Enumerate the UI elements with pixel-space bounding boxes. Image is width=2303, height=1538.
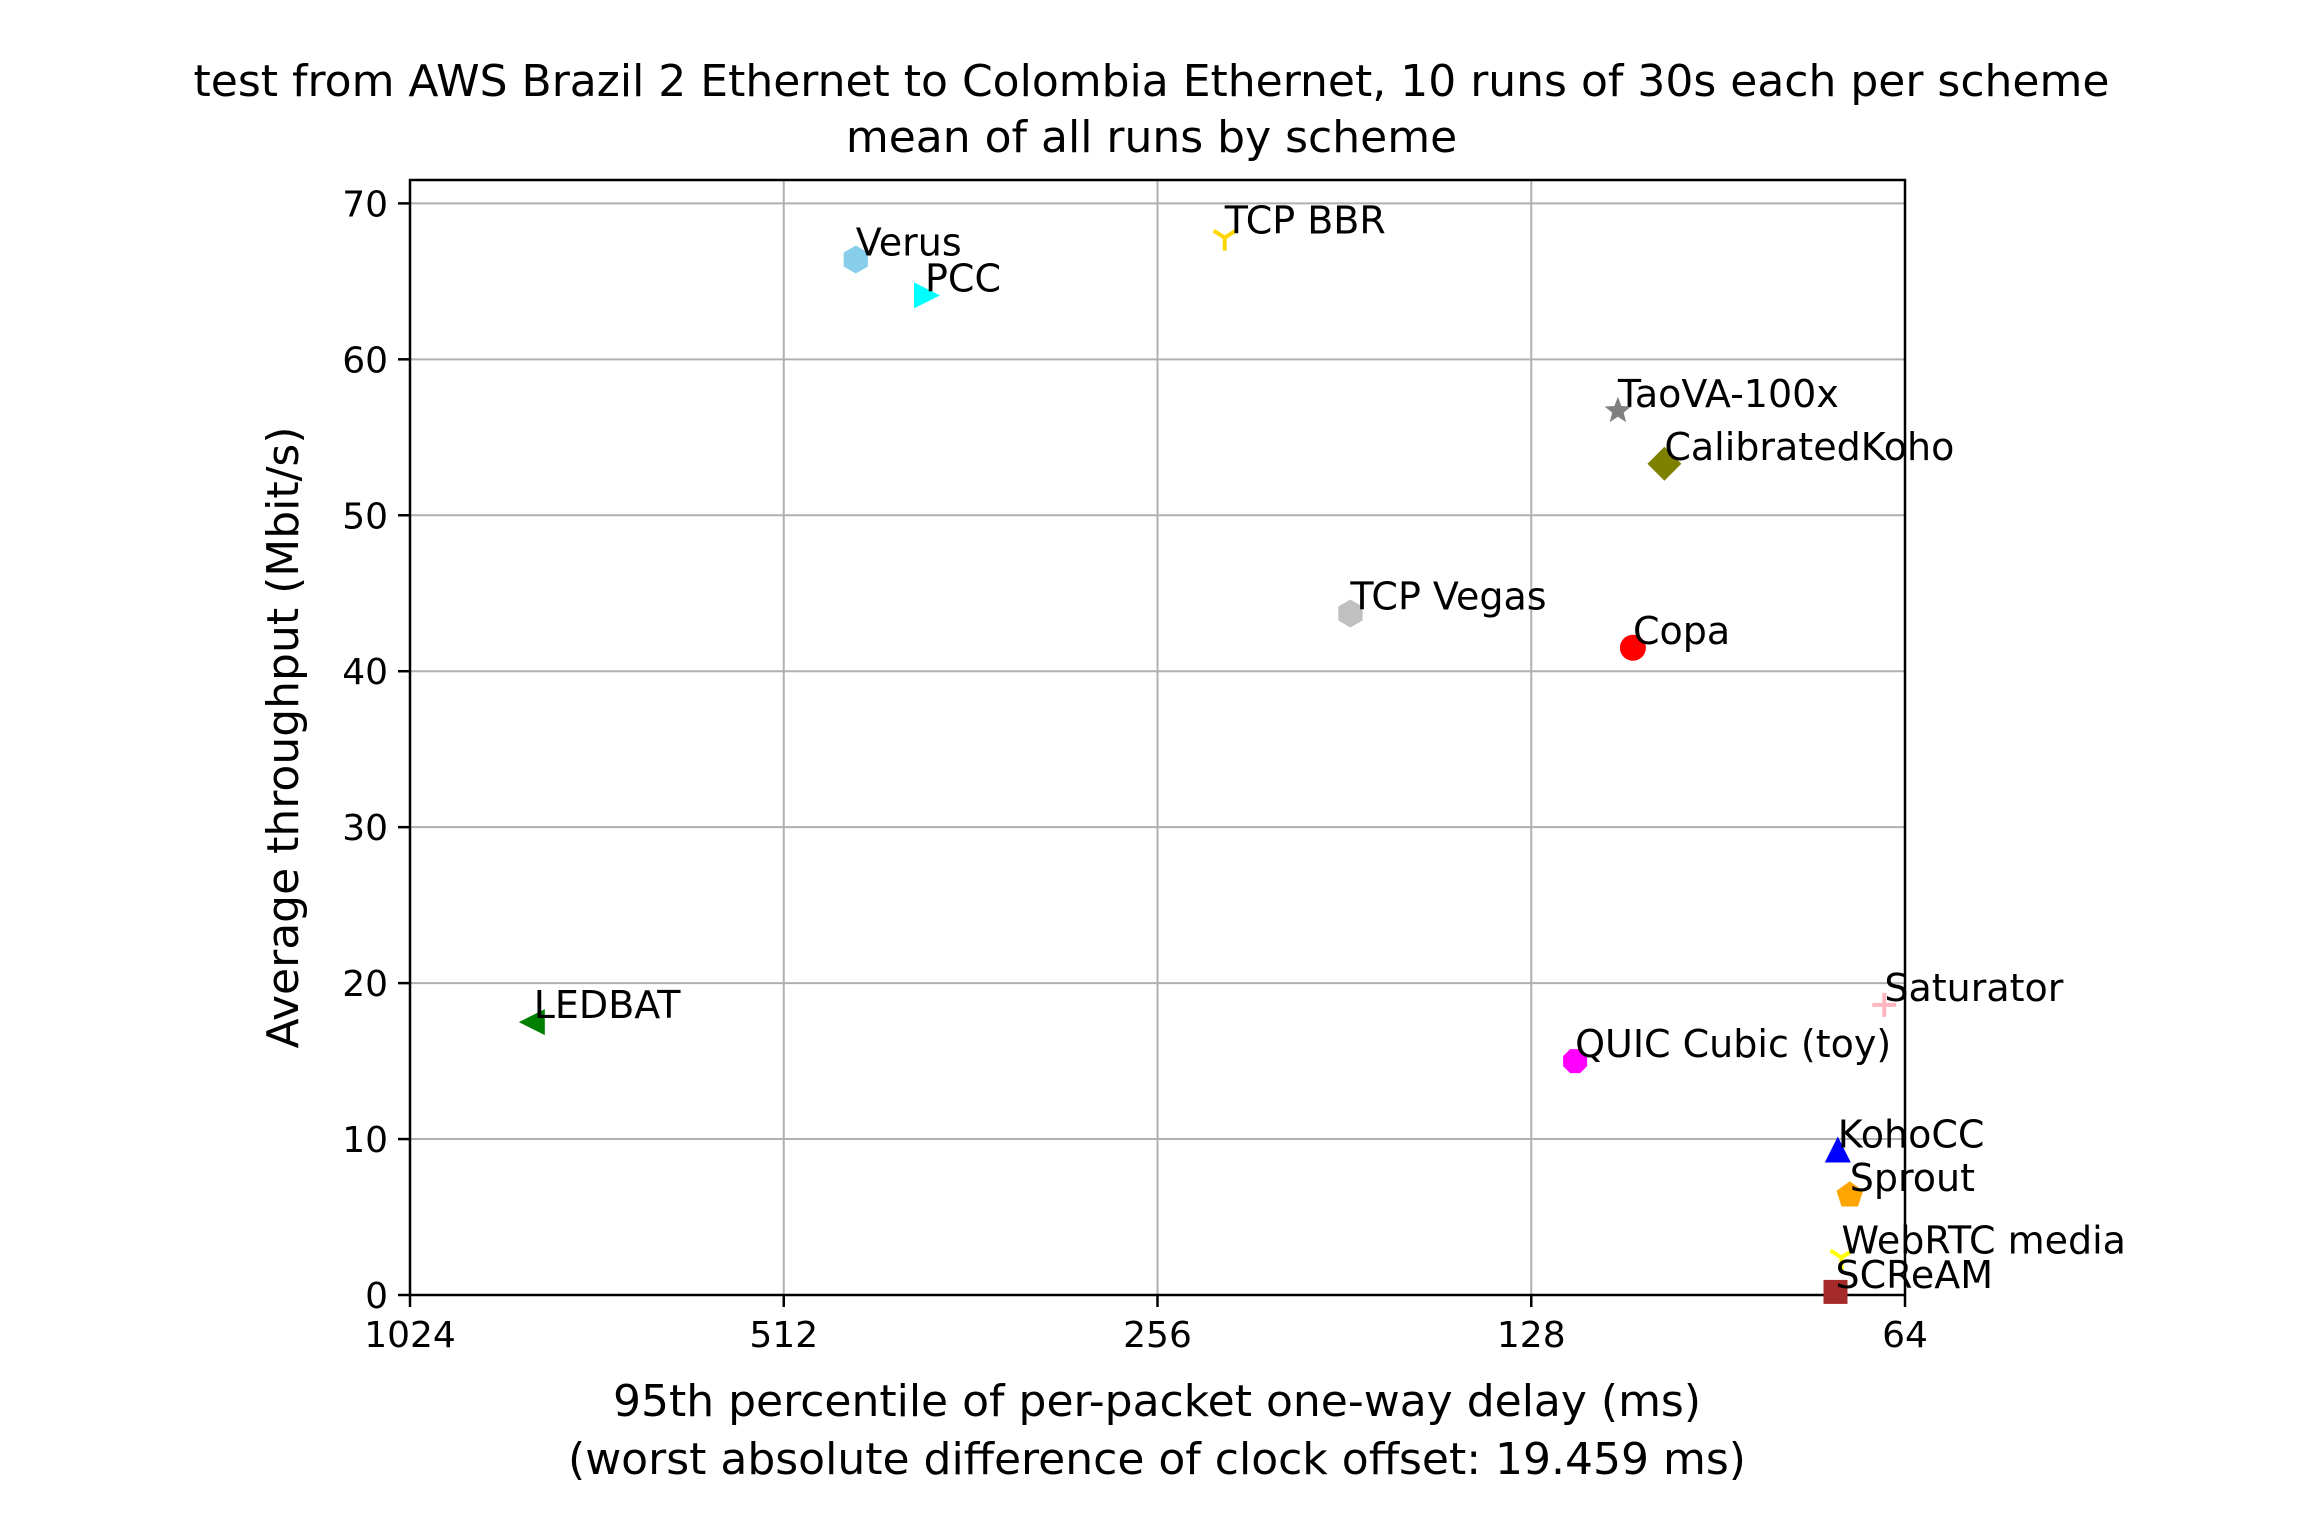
marker-shape (1823, 1279, 1848, 1304)
point-label: CalibratedKoho (1664, 425, 1954, 469)
data-point (1563, 1049, 1588, 1074)
data-point (1338, 599, 1363, 628)
point-label: Verus (856, 221, 962, 265)
y-tick-label: 30 (342, 808, 388, 849)
x-tick-label: 128 (1497, 1315, 1566, 1356)
point-label: QUIC Cubic (toy) (1575, 1022, 1891, 1066)
point-label: PCC (925, 256, 1001, 300)
marker-shape (1563, 1049, 1588, 1074)
marker-shape (1338, 599, 1363, 628)
data-point (1836, 1181, 1864, 1207)
data-point (1619, 634, 1646, 661)
x-axis-sublabel: (worst absolute difference of clock offs… (568, 1434, 1746, 1485)
marker-shape (914, 282, 940, 309)
point-label: TCP BBR (1224, 199, 1386, 243)
data-point (518, 1009, 545, 1036)
point-label: TCP Vegas (1349, 575, 1546, 619)
y-tick-label: 70 (342, 184, 388, 225)
chart-subtitle: mean of all runs by scheme (846, 112, 1457, 163)
x-tick-label: 1024 (364, 1315, 456, 1356)
marker-shape (518, 1009, 545, 1036)
marker-shape (843, 245, 868, 274)
chart-title: test from AWS Brazil 2 Ethernet to Colom… (194, 56, 2110, 107)
data-point (1829, 1248, 1854, 1271)
y-tick-label: 20 (342, 964, 388, 1005)
data-point (1604, 396, 1632, 423)
marker-shape (1619, 634, 1646, 661)
point-label: TaoVA-100x (1617, 372, 1839, 416)
data-point (914, 282, 940, 309)
plot-frame (408, 178, 1907, 1297)
marker-shape (1212, 229, 1226, 240)
x-tick-label: 512 (749, 1315, 818, 1356)
data-point (1823, 1279, 1848, 1304)
grid-lines (409, 180, 1906, 1296)
y-tick-label: 0 (365, 1276, 388, 1317)
x-tick-label: 64 (1882, 1315, 1928, 1356)
point-label: SCReAM (1836, 1253, 1994, 1297)
marker-shape (1647, 446, 1682, 481)
data-point (1824, 1136, 1851, 1163)
marker-shape (1829, 1248, 1843, 1260)
x-axis-label: 95th percentile of per-packet one-way de… (613, 1376, 1701, 1427)
marker-shape (1824, 1136, 1851, 1163)
point-label: WebRTC media (1841, 1219, 2125, 1263)
y-tick-label: 40 (342, 652, 388, 693)
point-label: Sprout (1850, 1156, 1975, 1200)
data-point (1872, 992, 1897, 1017)
point-label: Copa (1633, 609, 1730, 653)
data-point (843, 245, 868, 274)
point-label: Saturator (1884, 966, 2063, 1010)
axis-ticks: 1024 512 256 128 64 0 10 20 30 40 50 60 70 (342, 184, 1928, 1356)
marker-shape (1836, 1181, 1864, 1207)
y-axis-label: Average throughput (Mbit/s) (258, 426, 309, 1048)
marker-shape (1223, 229, 1237, 240)
data-point (1647, 446, 1682, 481)
marker-shape (1840, 1248, 1854, 1260)
point-label: KohoCC (1838, 1113, 1985, 1157)
y-tick-label: 60 (342, 340, 388, 381)
y-tick-label: 10 (342, 1120, 388, 1161)
y-tick-label: 50 (342, 496, 388, 537)
marker-shape (1604, 396, 1632, 423)
data-point (1212, 229, 1237, 251)
x-tick-label: 256 (1123, 1315, 1192, 1356)
point-label: LEDBAT (534, 983, 682, 1027)
